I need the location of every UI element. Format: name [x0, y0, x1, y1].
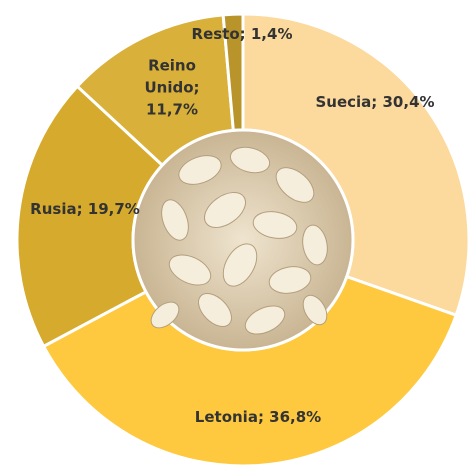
- slice-label: Rusia; 19,7%: [30, 200, 140, 219]
- slice-label: Reino Unido; 11,7%: [144, 56, 200, 118]
- slice-label: Suecia; 30,4%: [315, 93, 435, 112]
- center-image: [131, 128, 355, 352]
- slice-label: Resto; 1,4%: [191, 25, 293, 44]
- slice-label: Letonia; 36,8%: [194, 408, 322, 427]
